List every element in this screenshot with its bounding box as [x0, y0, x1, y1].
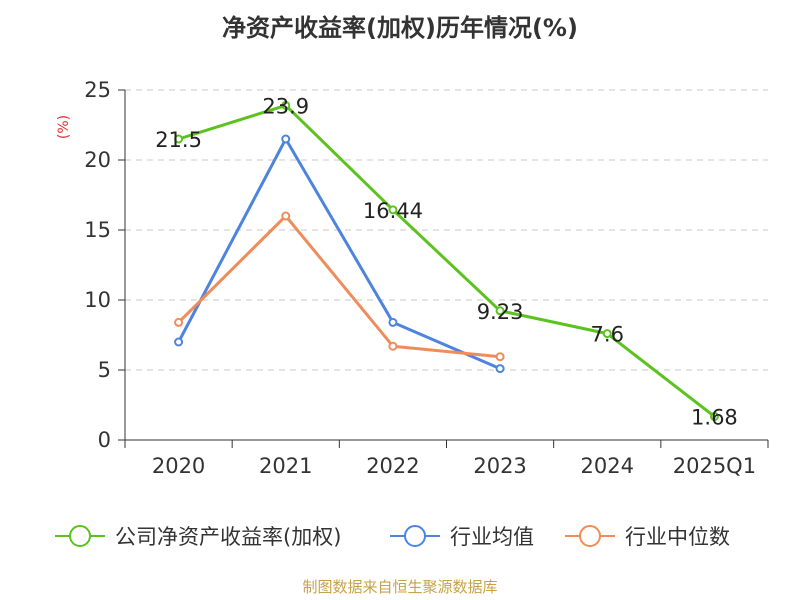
data-label: 23.9	[262, 94, 309, 118]
data-point	[709, 411, 719, 421]
series-line	[177, 137, 501, 370]
legend-marker	[69, 525, 91, 547]
data-labels: 21.5 23.9 16.44 9.23 7.6 1.68	[155, 94, 738, 429]
grid-lines	[125, 89, 768, 371]
axes: 0 5 10 15 20 25 2020 2021 2022 2023 2024 2025Q1	[84, 78, 769, 478]
y-tick-label: 5	[98, 358, 111, 382]
legend-item: 行业均值	[390, 525, 534, 549]
legend-marker	[579, 525, 601, 547]
data-label: 7.6	[591, 323, 624, 347]
data-point	[495, 306, 505, 316]
data-point	[174, 337, 184, 347]
legend: 公司净资产收益率(加权) 行业均值 行业中位数	[55, 525, 730, 549]
data-point	[495, 364, 505, 374]
legend-marker	[404, 525, 426, 547]
y-tick-label: 0	[98, 428, 111, 452]
series-line	[178, 103, 716, 418]
data-point	[388, 205, 398, 215]
data-point	[388, 341, 398, 351]
series-points	[174, 100, 719, 421]
data-point	[388, 317, 398, 327]
y-tick-label: 15	[84, 218, 111, 242]
y-tick-label: 10	[84, 288, 111, 312]
data-point	[281, 100, 291, 110]
legend-label: 公司净资产收益率(加权)	[115, 525, 341, 549]
series-lines	[177, 103, 716, 418]
y-tick-label: 25	[84, 78, 111, 102]
x-tick-label: 2024	[581, 454, 634, 478]
series-line	[177, 214, 501, 359]
y-tick-label: 20	[84, 148, 111, 172]
legend-item: 行业中位数	[565, 525, 730, 549]
x-tick-label: 2022	[366, 454, 419, 478]
data-label: 1.68	[691, 405, 738, 429]
data-label: 9.23	[477, 300, 524, 324]
y-axis-unit: (%)	[56, 115, 72, 139]
legend-item: 公司净资产收益率(加权)	[55, 525, 341, 549]
x-tick-label: 2023	[473, 454, 526, 478]
x-tick-label: 2020	[152, 454, 205, 478]
data-point	[602, 329, 612, 339]
data-point	[174, 134, 184, 144]
data-label: 21.5	[155, 128, 202, 152]
legend-label: 行业中位数	[625, 525, 730, 549]
data-point	[281, 211, 291, 221]
data-label: 16.44	[363, 199, 423, 223]
data-point	[174, 317, 184, 327]
x-tick-label: 2021	[259, 454, 312, 478]
legend-label: 行业均值	[450, 525, 534, 549]
data-source-note: 制图数据来自恒生聚源数据库	[302, 578, 498, 596]
chart-title: 净资产收益率(加权)历年情况(%)	[222, 14, 578, 42]
data-point	[281, 134, 291, 144]
data-point	[495, 352, 505, 362]
x-tick-label: 2025Q1	[673, 454, 756, 478]
